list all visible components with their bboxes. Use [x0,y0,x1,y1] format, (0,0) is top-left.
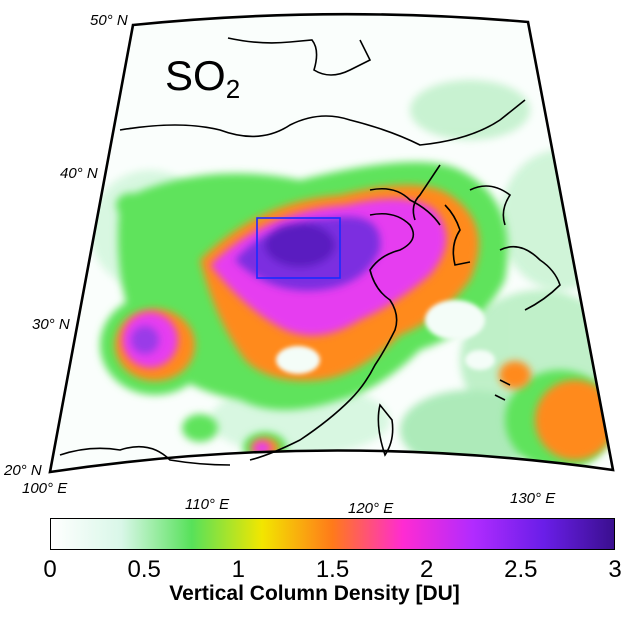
colorbar-tick-label: 0.5 [127,556,161,583]
lat-label-50: 50° N [90,12,128,29]
colorbar-label: Vertical Column Density [DU] [169,582,460,605]
lat-label-40: 40° N [60,165,98,182]
map-title: SO2 [165,52,240,105]
map-frame [48,12,615,474]
colorbar-tick-label: 3 [608,556,622,583]
colorbar-tick-label: 2.5 [504,556,538,583]
map-body [90,80,613,470]
colorbar-tick-label: 1.5 [315,556,350,583]
colorbar-tick-label: 1 [231,556,246,583]
title-main: SO [165,52,226,99]
lon-label-120: 120° E [348,500,394,517]
coastlines [59,37,561,466]
lat-label-20: 20° N [4,462,42,479]
title-subscript: 2 [225,74,241,104]
lon-label-110: 110° E [185,496,230,513]
lat-label-30: 30° N [32,316,70,333]
region-box [256,217,341,279]
colorbar-tick-label: 2 [419,556,434,583]
colorbar [50,518,615,550]
lon-label-100: 100° E [22,480,68,497]
purple-core [131,216,381,354]
clear-holes [276,300,495,374]
lon-label-130: 130° E [510,490,556,507]
colorbar-tick-label: 0 [43,556,57,583]
